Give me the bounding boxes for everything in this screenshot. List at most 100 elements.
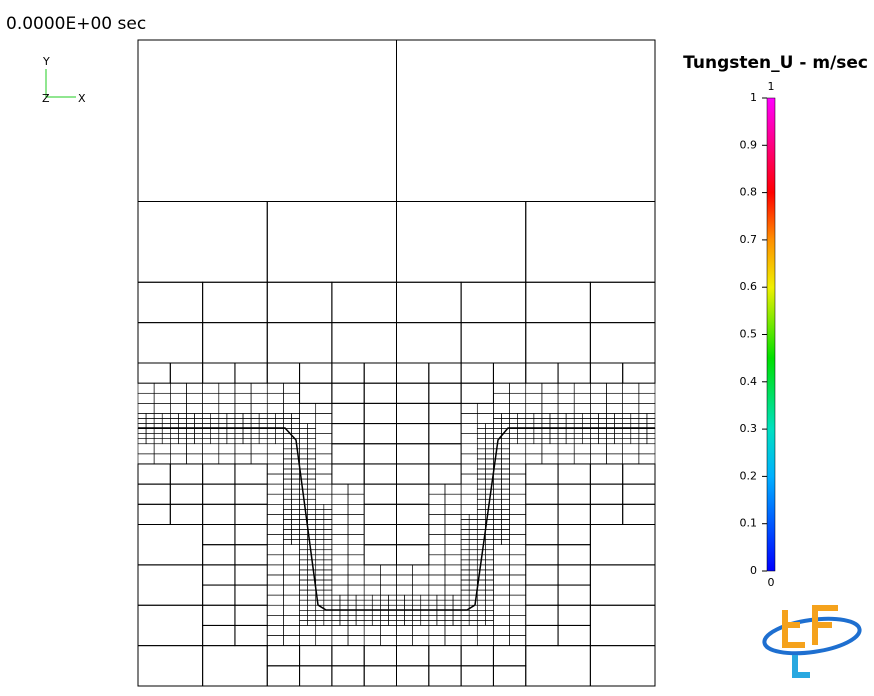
mesh-cell — [590, 418, 599, 424]
colorbar-tick-label: 0.5 — [740, 328, 758, 341]
mesh-cell — [307, 423, 317, 429]
mesh-cell — [380, 625, 397, 636]
mesh-cell — [210, 428, 220, 434]
mesh-cell — [307, 438, 317, 445]
mesh-cell — [266, 438, 276, 445]
mesh-cell — [299, 569, 308, 576]
mesh — [137, 39, 656, 687]
mesh-cell — [291, 529, 300, 535]
mesh-cell — [638, 443, 656, 455]
mesh-cell — [493, 488, 502, 495]
mesh-cell — [557, 483, 591, 505]
mesh-cell — [186, 453, 203, 465]
mesh-cell — [178, 413, 187, 419]
mesh-cell — [598, 433, 607, 440]
mesh-cell — [428, 524, 446, 535]
mesh-cell — [137, 392, 155, 404]
mesh-cell — [509, 453, 527, 465]
mesh-cell — [525, 201, 656, 283]
mesh-cell — [331, 514, 349, 525]
mesh-cell — [283, 509, 292, 515]
mesh-cell — [444, 625, 462, 636]
mesh-cell — [444, 534, 462, 545]
mesh-cell — [404, 615, 413, 621]
colorbar-tick-label: 0.1 — [740, 517, 758, 530]
mesh-cell — [517, 433, 527, 440]
mesh-cell — [307, 524, 317, 530]
mesh-cell — [218, 433, 228, 440]
mesh-cell — [541, 438, 551, 445]
mesh-cell — [420, 615, 430, 621]
mesh-cell — [202, 453, 220, 465]
mesh-cell — [355, 615, 365, 621]
mesh-cell — [509, 428, 518, 434]
mesh-cell — [622, 503, 656, 525]
mesh-cell — [283, 574, 300, 586]
mesh-cell — [291, 483, 300, 490]
mesh-cell — [170, 413, 179, 419]
mesh-cell — [396, 635, 413, 646]
mesh-cell — [161, 428, 171, 434]
mesh-cell — [589, 322, 656, 364]
mesh-cell — [315, 549, 325, 556]
mesh-cell — [557, 403, 575, 414]
mesh-cell — [299, 428, 308, 434]
mesh-cell — [444, 564, 462, 576]
mesh-cell — [388, 609, 397, 616]
mesh-cell — [501, 443, 510, 450]
mesh-cell — [509, 403, 527, 414]
mesh-cell — [283, 413, 292, 419]
mesh-cell — [315, 514, 325, 520]
mesh-cell — [266, 564, 284, 576]
mesh-cell — [493, 574, 510, 586]
mesh-cell — [371, 599, 381, 606]
mesh-cell — [242, 428, 252, 434]
mesh-cell — [460, 544, 470, 551]
mesh-cell — [347, 574, 365, 586]
mesh-cell — [485, 488, 494, 495]
mesh-cell — [258, 433, 268, 440]
mesh-cell — [339, 609, 349, 616]
mesh-cell — [396, 281, 462, 324]
mesh-cell — [460, 529, 470, 535]
mesh-cell — [525, 281, 591, 324]
mesh-cell — [493, 468, 502, 475]
mesh-cell — [202, 392, 220, 404]
mesh-cell — [525, 564, 559, 586]
mesh-cell — [266, 554, 284, 566]
mesh-cell — [452, 615, 462, 621]
mesh-cell — [485, 594, 494, 601]
mesh-cell — [323, 529, 333, 535]
mesh-cell — [299, 483, 308, 490]
mesh-cell — [557, 418, 567, 424]
mesh-cell — [493, 453, 502, 460]
mesh-cell — [460, 322, 527, 364]
mesh-cell — [622, 443, 640, 455]
mesh-cell — [525, 443, 543, 455]
mesh-cell — [525, 382, 543, 394]
mesh-cell — [283, 625, 300, 636]
mesh-cell — [210, 418, 220, 424]
mesh-cell — [137, 413, 147, 419]
mesh-cell — [493, 519, 502, 525]
mesh-cell — [299, 554, 308, 561]
mesh-cell — [493, 448, 502, 455]
mesh-cell — [299, 609, 308, 616]
mesh-cell — [485, 443, 494, 450]
mesh-cell — [428, 620, 438, 626]
mesh-cell — [476, 594, 486, 601]
mesh-cell — [476, 458, 486, 465]
mesh-cell — [525, 362, 559, 384]
mesh-cell — [460, 514, 470, 520]
mesh-cell — [452, 609, 462, 616]
mesh-cell — [347, 594, 357, 601]
mesh-cell — [501, 493, 510, 500]
mesh-cell — [315, 423, 333, 434]
mesh-cell — [145, 418, 155, 424]
mesh-cell — [347, 609, 357, 616]
mesh-cell — [137, 564, 204, 606]
mesh-cell — [388, 599, 397, 606]
mesh-cell — [468, 579, 478, 586]
mesh-cell — [299, 443, 308, 450]
mesh-cell — [266, 463, 284, 475]
